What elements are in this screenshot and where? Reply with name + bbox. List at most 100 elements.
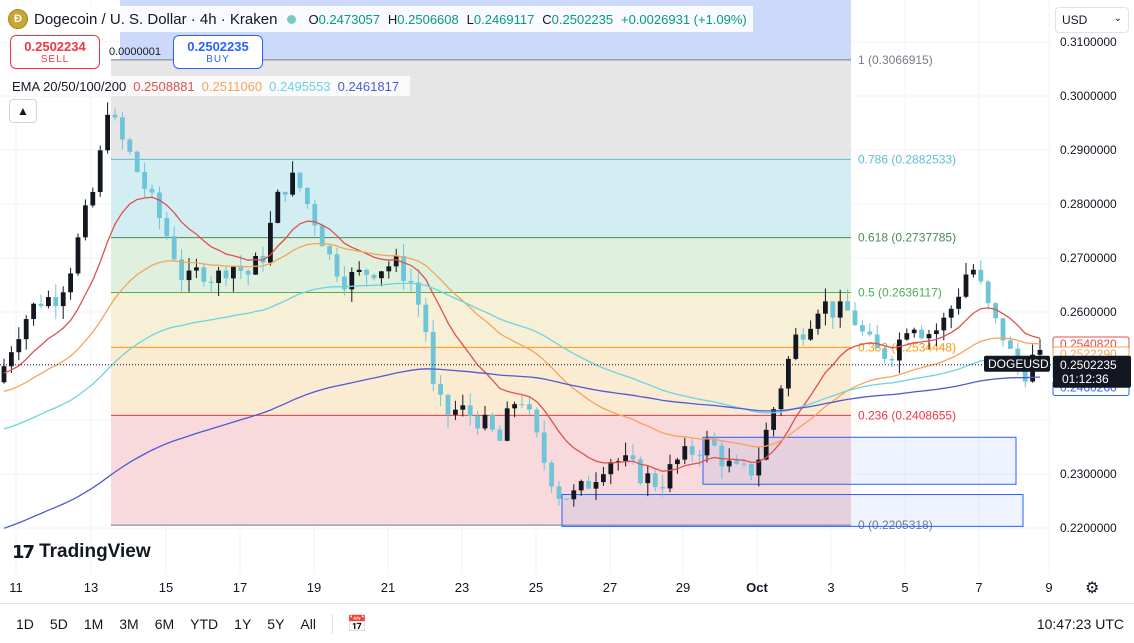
symbol-badge	[984, 355, 1050, 372]
high-label: H	[387, 12, 398, 27]
candle-body	[719, 445, 725, 467]
range-6m[interactable]: 6M	[154, 615, 175, 632]
candle-body	[778, 388, 784, 410]
candle-body	[401, 255, 406, 281]
y-tick-label: 0.2200000	[1060, 521, 1117, 535]
calendar-icon[interactable]: 📅	[346, 615, 367, 633]
currency-select[interactable]: USD ⌄	[1055, 7, 1129, 33]
candle-body	[519, 404, 525, 406]
last-price-label: 0.2502235	[1060, 358, 1117, 372]
candle-body	[852, 310, 858, 326]
candle-body	[490, 414, 495, 430]
candle-body	[467, 405, 473, 416]
candle-body	[408, 280, 414, 283]
candle-body	[527, 404, 532, 410]
tradingview-logo: 17 TradingView	[12, 540, 151, 564]
symbol-title[interactable]: Dogecoin / U. S. Dollar · 4h · Kraken	[34, 10, 278, 28]
low-label: L	[466, 12, 474, 27]
candle-body	[297, 172, 303, 188]
candle-body	[556, 486, 562, 499]
x-tick-label: 9	[1045, 580, 1052, 595]
price-chart[interactable]: 1 (0.3066915) 0.786 (0.2882533) 0.618 (0.2…	[0, 0, 1134, 602]
candle-body	[127, 139, 133, 152]
sell-button[interactable]: 0.2502234 SELL	[10, 35, 100, 69]
open-label: O	[308, 12, 319, 27]
ema-line	[3, 196, 1041, 472]
ema-legend[interactable]: EMA 20/50/100/200 0.2508881 0.2511060 0.…	[8, 76, 411, 96]
candle-body	[453, 409, 458, 415]
ema-line	[3, 242, 1041, 448]
x-tick-label: 15	[159, 580, 173, 595]
range-5y[interactable]: 5Y	[267, 615, 285, 632]
candle-body	[726, 460, 732, 467]
candle-body	[430, 332, 436, 384]
range-1y[interactable]: 1Y	[234, 615, 252, 632]
y-tick-label: 0.2600000	[1060, 305, 1117, 319]
fib-label: 0 (0.2205318)	[858, 518, 933, 532]
chevron-up-icon: ▲	[17, 104, 29, 118]
candle-body	[704, 437, 710, 456]
settings-icon[interactable]: ⚙	[1085, 580, 1100, 597]
candle-body	[201, 267, 207, 282]
candle-body	[749, 464, 754, 476]
candle-body	[38, 303, 44, 307]
range-ytd[interactable]: YTD	[190, 615, 219, 632]
candle-body	[134, 151, 140, 173]
candle-body	[319, 225, 325, 247]
candle-body	[786, 358, 791, 389]
y-tick-label: 0.2900000	[1060, 143, 1117, 157]
x-tick-label: 11	[9, 580, 23, 595]
candle-body	[16, 339, 22, 353]
x-tick-label: 29	[676, 580, 690, 595]
candle-body	[275, 191, 281, 223]
logo-text: TradingView	[39, 541, 151, 562]
range-3m[interactable]: 3M	[119, 615, 139, 632]
range-1m[interactable]: 1M	[83, 615, 104, 632]
x-tick-label: Oct	[746, 580, 768, 595]
x-tick-label: 7	[975, 580, 982, 595]
candle-body	[364, 269, 369, 275]
range-all[interactable]: All	[300, 615, 316, 632]
change-value: +0.0026931 (+1.09%)	[621, 12, 747, 27]
candle-body	[578, 481, 584, 491]
candle-body	[934, 330, 939, 335]
candle-body	[667, 464, 673, 489]
candle-body	[83, 205, 88, 238]
candle-body	[697, 454, 702, 456]
candle-body	[638, 459, 643, 484]
utc-clock[interactable]: 10:47:23 UTC	[1036, 615, 1124, 632]
x-tick-label: 3	[827, 580, 834, 595]
candle-body	[660, 487, 665, 489]
candle-body	[771, 409, 776, 430]
candle-body	[808, 328, 813, 340]
candle-body	[593, 482, 599, 489]
candle-body	[171, 236, 177, 260]
x-tick-label: 25	[529, 580, 543, 595]
candle-body	[882, 348, 887, 360]
candle-body	[623, 455, 628, 462]
candle-body	[305, 187, 310, 205]
candle-body	[342, 276, 347, 290]
candle-body	[282, 191, 288, 195]
x-tick-label: 27	[603, 580, 617, 595]
candle-body	[179, 259, 184, 281]
candle-body	[31, 303, 36, 320]
countdown-label: 01:12:36	[1062, 372, 1109, 386]
candle-body	[245, 270, 251, 275]
range-5d[interactable]: 5D	[49, 615, 68, 632]
buy-button[interactable]: 0.2502235 BUY	[173, 35, 263, 69]
candle-body	[253, 255, 258, 275]
candle-body	[534, 409, 540, 433]
y-tick-label: 0.3000000	[1060, 89, 1117, 103]
candle-body	[956, 296, 961, 309]
range-1d[interactable]: 1D	[16, 615, 34, 632]
fib-label: 0.618 (0.2737785)	[858, 231, 956, 245]
fib-zone	[111, 292, 851, 348]
candle-body	[349, 271, 355, 290]
candle-body	[911, 329, 917, 334]
collapse-legend-button[interactable]: ▲	[9, 99, 37, 123]
bottom-toolbar: 1D 5D 1M 3M 6M YTD 1Y 5Y All 📅 10:47:23 …	[0, 603, 1134, 643]
candle-body	[1022, 367, 1028, 382]
candle-body	[53, 297, 59, 307]
candle-body	[823, 301, 828, 314]
